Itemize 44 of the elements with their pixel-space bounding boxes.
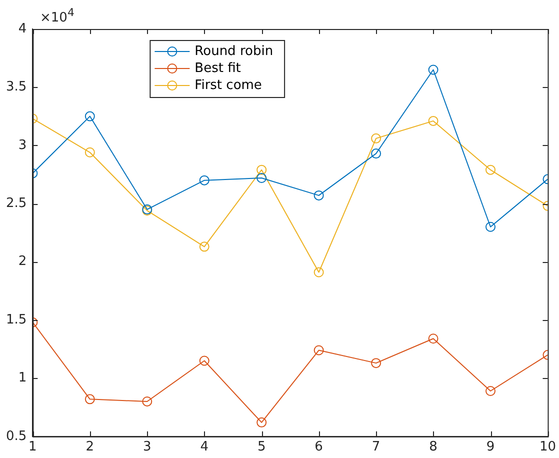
y-tick-label: 2 — [18, 254, 27, 270]
point — [199, 356, 210, 366]
point — [371, 133, 382, 144]
y-tick-label: 0.5 — [6, 428, 27, 444]
point — [84, 394, 95, 404]
point — [428, 64, 438, 75]
y-tick-label: 3.5 — [6, 80, 27, 95]
x-tick-label: 4 — [200, 440, 208, 455]
y-tick-label: 2.5 — [6, 196, 27, 211]
x-tick-label: 7 — [372, 440, 380, 455]
point — [486, 164, 496, 175]
x-tick-label: 8 — [429, 440, 438, 455]
point — [256, 417, 267, 428]
point — [314, 267, 324, 278]
x-tick-label: 1 — [28, 440, 37, 455]
x-tick-label: 5 — [257, 440, 266, 455]
point — [371, 148, 382, 159]
point — [428, 334, 438, 344]
legend-label: First come — [194, 78, 262, 93]
x-tick-label: 3 — [142, 440, 152, 455]
x-tick-label: 6 — [314, 440, 323, 455]
legend-label: Best fit — [194, 60, 241, 76]
text: ×10$^{4}$ — [40, 6, 74, 26]
point — [314, 190, 324, 200]
point — [142, 396, 152, 406]
point — [256, 164, 267, 175]
point — [486, 222, 496, 232]
point — [371, 358, 382, 368]
x-tick-label: 10 — [539, 440, 556, 455]
point — [428, 116, 438, 126]
y-tick-label: 3 — [18, 138, 27, 153]
point — [486, 386, 496, 396]
x-tick-label: 2 — [86, 440, 94, 455]
y-tick-label: 1.5 — [6, 312, 27, 328]
x-tick-label: 9 — [486, 440, 495, 455]
y-tick-label: 1 — [18, 370, 27, 386]
legend-label: Round robin — [194, 44, 274, 59]
point — [314, 345, 324, 356]
point — [84, 111, 95, 122]
y-tick-label: 4 — [18, 21, 27, 36]
point — [84, 147, 95, 158]
point — [199, 242, 210, 252]
point — [199, 175, 210, 186]
point — [256, 172, 267, 183]
